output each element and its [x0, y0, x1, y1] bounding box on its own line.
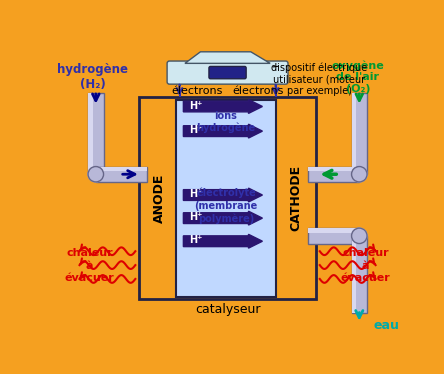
Text: ions
hydrogène: ions hydrogène [196, 111, 256, 133]
Bar [96, 166, 147, 182]
Polygon shape [185, 52, 270, 63]
Text: H⁺: H⁺ [190, 101, 203, 111]
Text: ANODE: ANODE [153, 174, 166, 223]
Circle shape [88, 166, 103, 182]
Text: H⁺: H⁺ [190, 212, 203, 223]
Text: CATHODE: CATHODE [289, 165, 302, 231]
FancyBboxPatch shape [167, 61, 288, 84]
Bar [352, 236, 367, 313]
Text: oxygène
de l'air
(O₂): oxygène de l'air (O₂) [331, 60, 384, 94]
FancyBboxPatch shape [209, 67, 246, 79]
Bar [352, 93, 356, 174]
Text: catalyseur: catalyseur [195, 303, 260, 316]
Text: chaleur
à
évacuer: chaleur à évacuer [65, 248, 115, 283]
Bar [88, 93, 93, 174]
FancyArrow shape [183, 234, 262, 248]
Text: chaleur
à
évacuer: chaleur à évacuer [341, 248, 390, 283]
Text: hydrogène
(H₂): hydrogène (H₂) [57, 63, 128, 91]
Text: eau: eau [373, 319, 399, 332]
Bar [308, 166, 359, 171]
Circle shape [352, 228, 367, 243]
Text: H⁺: H⁺ [190, 125, 203, 135]
Text: H⁺: H⁺ [190, 189, 203, 199]
FancyArrow shape [183, 124, 262, 138]
Bar [352, 93, 367, 174]
Bar [352, 236, 356, 313]
Bar [139, 97, 316, 299]
Bar [308, 228, 359, 233]
Text: H⁺: H⁺ [190, 236, 203, 245]
Bar [176, 100, 276, 297]
FancyArrow shape [183, 188, 262, 202]
Bar [308, 166, 359, 182]
Bar [308, 228, 359, 243]
FancyArrow shape [183, 211, 262, 225]
FancyArrow shape [183, 99, 262, 113]
Text: électrons: électrons [232, 86, 283, 96]
Circle shape [352, 166, 367, 182]
Bar [96, 166, 147, 171]
Text: électrons: électrons [172, 86, 223, 96]
Text: électrolyte
(membrane
polymère): électrolyte (membrane polymère) [194, 188, 258, 224]
Text: dispositif électrique
utilisateur (moteur
par exemple): dispositif électrique utilisateur (moteu… [271, 63, 367, 96]
Bar [88, 93, 103, 174]
